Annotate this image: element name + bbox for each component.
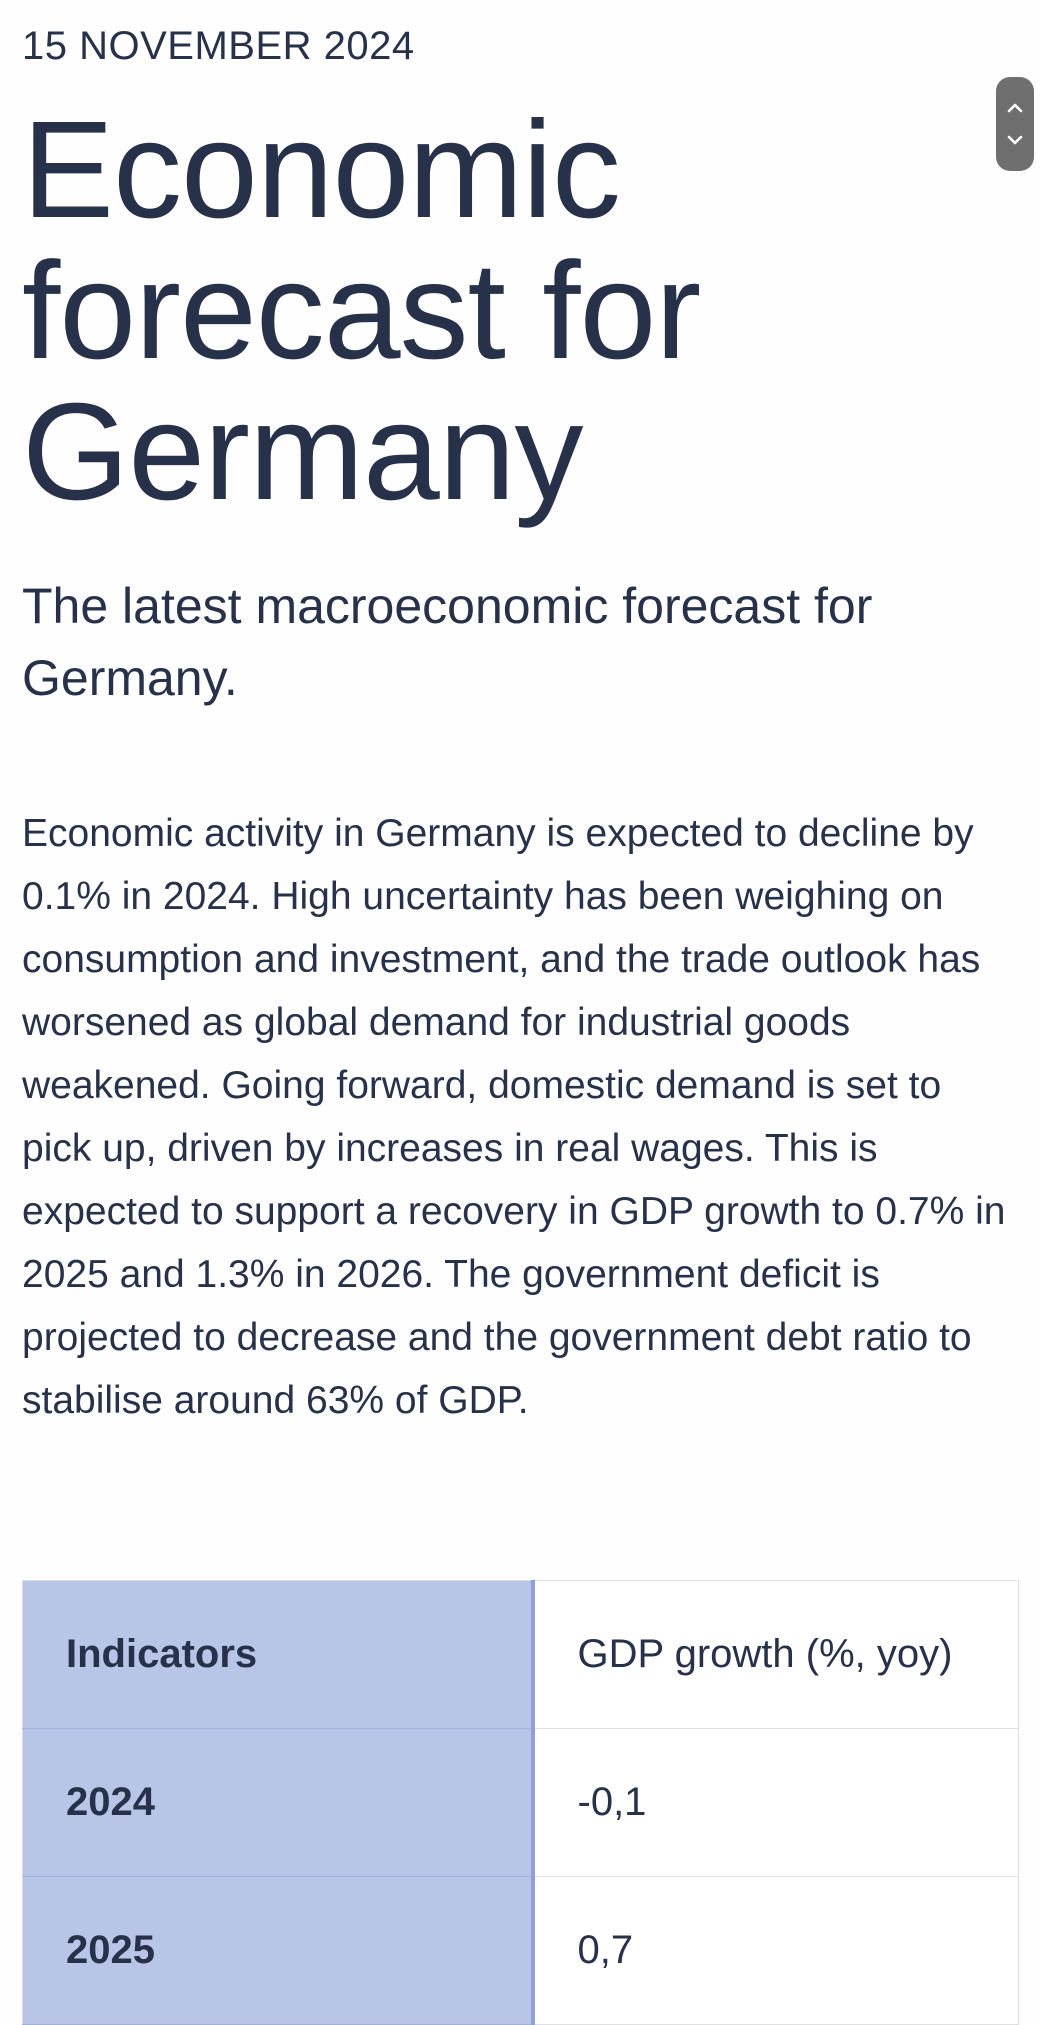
indicator-table: Indicators GDP growth (%, yoy) 2024 -0,1… (22, 1580, 1019, 2025)
chevron-up-icon[interactable] (1003, 96, 1027, 120)
table-header-row: Indicators GDP growth (%, yoy) (22, 1580, 1019, 1729)
page-subtitle: The latest macroeconomic forecast for Ge… (22, 578, 873, 706)
publication-date: 15 NOVEMBER 2024 (22, 24, 415, 68)
table-row: 2024 -0,1 (22, 1728, 1019, 1877)
table-row-value: -0,1 (532, 1728, 1019, 1877)
table-row-year: 2025 (22, 1876, 535, 2025)
chevron-down-icon[interactable] (1003, 128, 1027, 152)
table-row-year: 2024 (22, 1728, 535, 1877)
table-header-gdp-growth: GDP growth (%, yoy) (532, 1580, 1019, 1729)
table-header-indicators: Indicators (22, 1580, 535, 1729)
table-row: 2025 0,7 (22, 1876, 1019, 2025)
article-summary: Economic activity in Germany is expected… (22, 812, 1006, 1422)
table-row-value: 0,7 (532, 1876, 1019, 2025)
page-title: Economic forecast for Germany (22, 93, 701, 529)
scroll-control[interactable] (996, 77, 1034, 171)
